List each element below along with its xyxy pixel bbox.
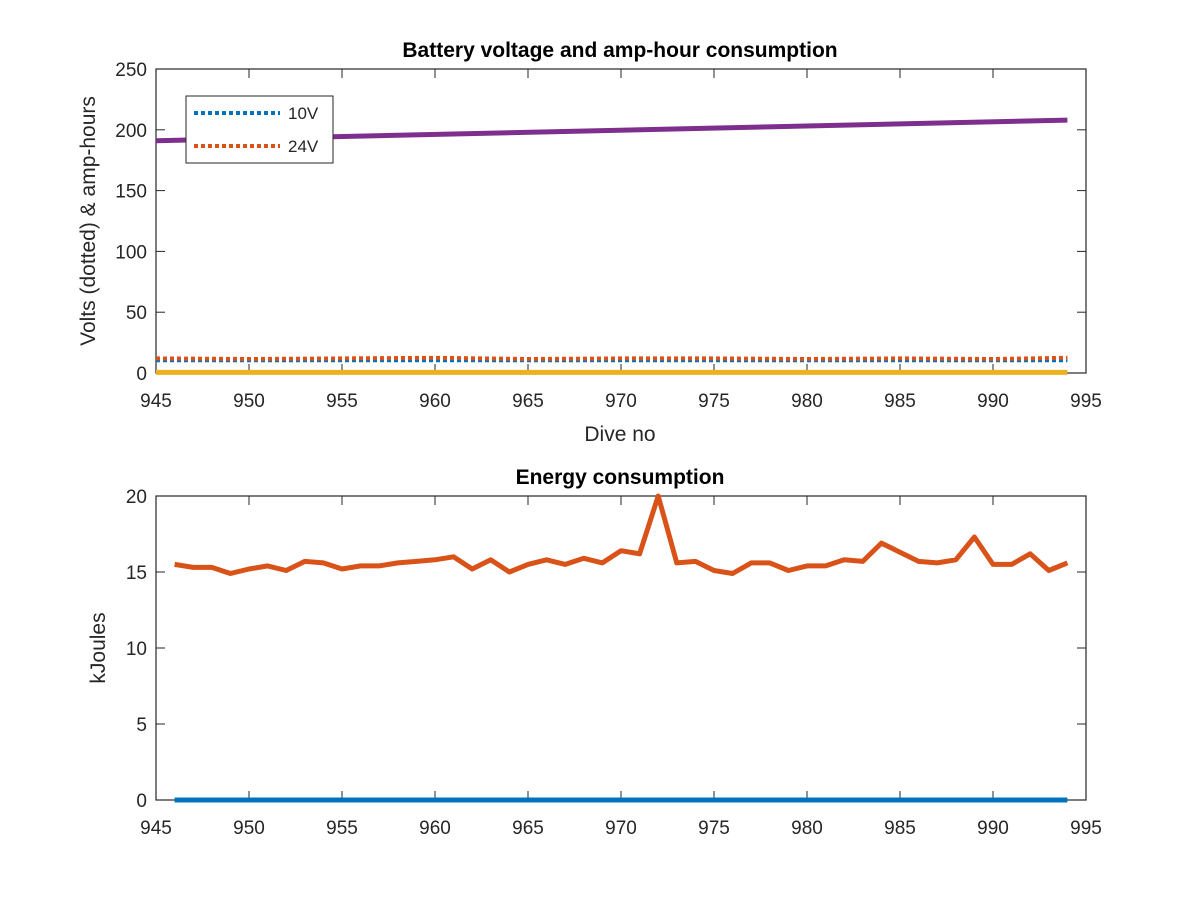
voltage-series-line-1 [155, 355, 1068, 361]
x-tick-label: 960 [419, 818, 451, 839]
y-tick-label: 200 [115, 121, 147, 142]
x-tick-label: 960 [419, 391, 451, 412]
y-tick-label: 5 [136, 715, 147, 736]
voltage-chart-ticks: 945 950 955 960 965 970 975 980 985 990 995 0 50 100 1… [115, 60, 1102, 412]
legend-label-24v: 24V [288, 137, 319, 156]
energy-series-line-1 [174, 493, 1069, 576]
legend-label-10v: 10V [288, 104, 319, 123]
voltage-chart-x-axis-label: Dive no [584, 423, 655, 446]
x-tick-label: 970 [605, 818, 637, 839]
y-tick-label: 15 [126, 563, 147, 584]
voltage-chart: Battery voltage and amp-hour consumption… [77, 39, 1102, 446]
x-tick-label: 965 [512, 391, 544, 412]
y-tick-label: 20 [126, 487, 147, 508]
x-tick-label: 975 [698, 818, 730, 839]
energy-chart-series [174, 493, 1069, 803]
voltage-chart-legend: 10V 24V [185, 95, 334, 164]
x-tick-label: 985 [884, 391, 916, 412]
legend-box [185, 95, 334, 164]
x-tick-label: 995 [1070, 391, 1102, 412]
x-tick-label: 945 [140, 818, 172, 839]
voltage-chart-y-axis-label: Volts (dotted) & amp-hours [77, 96, 100, 346]
energy-chart-title: Energy consumption [516, 466, 725, 489]
energy-chart: Energy consumption 945 950 955 960 965 970 975… [87, 466, 1102, 839]
energy-chart-y-axis-label: kJoules [87, 612, 110, 683]
x-tick-label: 955 [326, 818, 358, 839]
x-tick-label: 965 [512, 818, 544, 839]
y-tick-label: 0 [136, 364, 147, 385]
x-tick-label: 945 [140, 391, 172, 412]
y-tick-label: 50 [126, 303, 147, 324]
x-tick-label: 990 [977, 391, 1009, 412]
x-tick-label: 980 [791, 391, 823, 412]
x-tick-label: 985 [884, 818, 916, 839]
x-tick-label: 970 [605, 391, 637, 412]
voltage-chart-title: Battery voltage and amp-hour consumption [402, 39, 837, 62]
x-tick-label: 950 [233, 818, 265, 839]
y-tick-label: 150 [115, 182, 147, 203]
y-tick-label: 10 [126, 639, 147, 660]
y-tick-label: 100 [115, 242, 147, 263]
x-tick-label: 990 [977, 818, 1009, 839]
y-tick-label: 0 [136, 791, 147, 812]
x-tick-label: 995 [1070, 818, 1102, 839]
x-tick-label: 950 [233, 391, 265, 412]
energy-chart-plot-area [155, 495, 1087, 801]
y-tick-label: 250 [115, 60, 147, 81]
energy-chart-ticks: 945 950 955 960 965 970 975 980 985 990 995 0 5 10 15 2… [126, 487, 1102, 839]
x-tick-label: 975 [698, 391, 730, 412]
x-tick-label: 955 [326, 391, 358, 412]
x-tick-label: 980 [791, 818, 823, 839]
